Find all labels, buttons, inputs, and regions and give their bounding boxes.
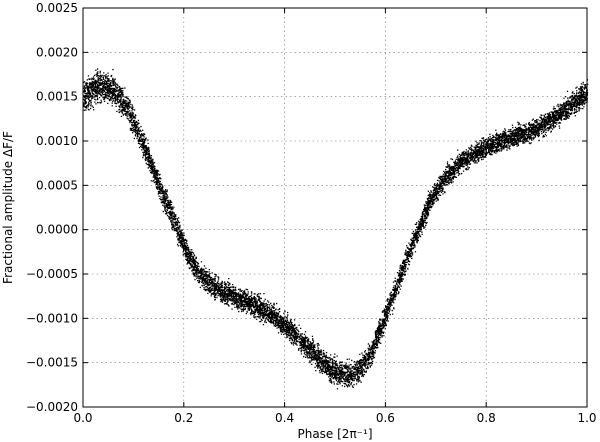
x-tick-label: 1.0 xyxy=(577,411,596,425)
y-tick-label: 0.0005 xyxy=(36,178,78,192)
x-tick-label: 0.8 xyxy=(477,411,496,425)
plot-frame xyxy=(82,7,588,408)
y-tick-label: −0.0020 xyxy=(26,400,78,414)
y-tick-label: 0.0020 xyxy=(36,45,78,59)
y-tick-label: 0.0015 xyxy=(36,90,78,104)
y-tick-label: −0.0010 xyxy=(26,311,78,325)
x-axis-label: Phase [2π⁻¹] xyxy=(297,427,372,441)
x-tick-label: 0.0 xyxy=(73,411,92,425)
y-tick-label: −0.0015 xyxy=(26,356,78,370)
y-axis-label: Fractional amplitude ΔF/F xyxy=(1,131,15,284)
x-tick-label: 0.2 xyxy=(174,411,193,425)
x-tick-label: 0.6 xyxy=(376,411,395,425)
x-tick-label: 0.4 xyxy=(275,411,294,425)
y-tick-label: −0.0005 xyxy=(26,267,78,281)
axis-ticks: 0.0 0.2 0.4 0.6 0.8 1.0 −0.0020 −0.0015 −0.0010 −… xyxy=(26,1,597,425)
y-tick-label: 0.0000 xyxy=(36,223,78,237)
y-tick-label: 0.0025 xyxy=(36,1,78,15)
y-tick-label: 0.0010 xyxy=(36,134,78,148)
